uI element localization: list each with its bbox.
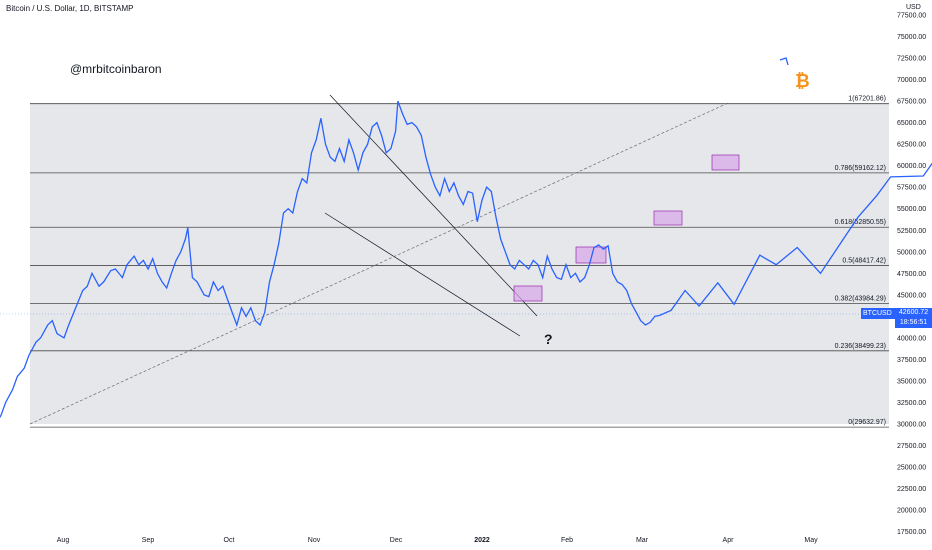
fib-level-label: 1(67201.86) xyxy=(848,96,886,103)
x-tick-label: Mar xyxy=(636,537,649,544)
target-box xyxy=(513,285,543,302)
fib-level-label: 0.786(59162.12) xyxy=(835,165,886,172)
y-tick-label: 22500.00 xyxy=(897,486,926,493)
y-tick-label: 67500.00 xyxy=(897,99,926,106)
y-tick-label: 52500.00 xyxy=(897,228,926,235)
x-tick-label: Sep xyxy=(142,537,155,544)
y-tick-label: 32500.00 xyxy=(897,400,926,407)
y-tick-label: 62500.00 xyxy=(897,142,926,149)
y-tick-label: 70000.00 xyxy=(897,77,926,84)
x-tick-label: Nov xyxy=(308,537,321,544)
fib-level-label: 0(29632.97) xyxy=(848,419,886,426)
bitcoin-logo-icon: ₿ xyxy=(795,71,810,91)
question-mark: ? xyxy=(544,331,553,347)
fib-level-label: 0.236(38499.23) xyxy=(835,343,886,350)
y-tick-label: 17500.00 xyxy=(897,529,926,536)
fib-level-label: 0.382(43984.29) xyxy=(835,296,886,303)
x-tick-label: Apr xyxy=(723,537,735,544)
projection-line xyxy=(659,162,932,317)
y-tick-label: 72500.00 xyxy=(897,56,926,63)
y-tick-label: 47500.00 xyxy=(897,271,926,278)
y-tick-label: 35000.00 xyxy=(897,378,926,385)
price-tag: 42600.72 18:56:51 xyxy=(895,308,932,328)
x-tick-label: May xyxy=(804,537,818,544)
y-tick-label: 77500.00 xyxy=(897,13,926,20)
author-handle: @mrbitcoinbaron xyxy=(70,62,162,76)
y-tick-label: 27500.00 xyxy=(897,443,926,450)
x-tick-label: Oct xyxy=(224,537,235,544)
fib-zone xyxy=(30,103,889,424)
x-tick-label: Aug xyxy=(57,537,70,544)
x-tick-label: Dec xyxy=(390,537,403,544)
x-tick-label: Feb xyxy=(561,537,573,544)
y-tick-label: 25000.00 xyxy=(897,465,926,472)
arrow-head xyxy=(779,57,789,66)
current-price: 42600.72 xyxy=(898,309,929,316)
y-axis: 77500.00 75000.00 72500.00 70000.00 67500.00… xyxy=(897,13,926,537)
fib-level-label: 0.618(52850.55) xyxy=(835,219,886,226)
target-box xyxy=(653,210,683,226)
y-tick-label: 57500.00 xyxy=(897,185,926,192)
y-tick-label: 60000.00 xyxy=(897,163,926,170)
y-tick-label: 45000.00 xyxy=(897,292,926,299)
y-tick-label: 50000.00 xyxy=(897,249,926,256)
y-tick-label: 65000.00 xyxy=(897,120,926,127)
y-tick-label: 40000.00 xyxy=(897,335,926,342)
x-axis: Aug Sep Oct Nov Dec 2022 Feb Mar Apr May xyxy=(57,537,818,544)
y-tick-label: 55000.00 xyxy=(897,206,926,213)
y-tick-label: 30000.00 xyxy=(897,422,926,429)
bar-countdown: 18:56:51 xyxy=(899,319,928,326)
wedge-upper-line xyxy=(329,94,538,317)
wedge-lower-line xyxy=(324,212,521,337)
target-box xyxy=(711,154,740,171)
symbol-tag: BTCUSD xyxy=(861,308,903,319)
y-tick-label: 75000.00 xyxy=(897,34,926,41)
y-tick-label: 20000.00 xyxy=(897,508,926,515)
diagonal-dashed-line xyxy=(29,102,729,425)
fib-levels: 1(67201.86) 0.786(59162.12) 0.618(52850.55… xyxy=(30,96,889,428)
trendlines xyxy=(29,94,729,425)
target-boxes xyxy=(513,154,740,302)
currency-label: USD xyxy=(906,4,921,11)
target-box xyxy=(575,246,607,264)
y-tick-label: 37500.00 xyxy=(897,357,926,364)
price-series-line xyxy=(0,100,660,419)
x-tick-label: 2022 xyxy=(474,537,490,544)
fib-level-label: 0.5(48417.42) xyxy=(842,257,886,264)
chart-title: Bitcoin / U.S. Dollar, 1D, BITSTAMP xyxy=(6,4,134,13)
